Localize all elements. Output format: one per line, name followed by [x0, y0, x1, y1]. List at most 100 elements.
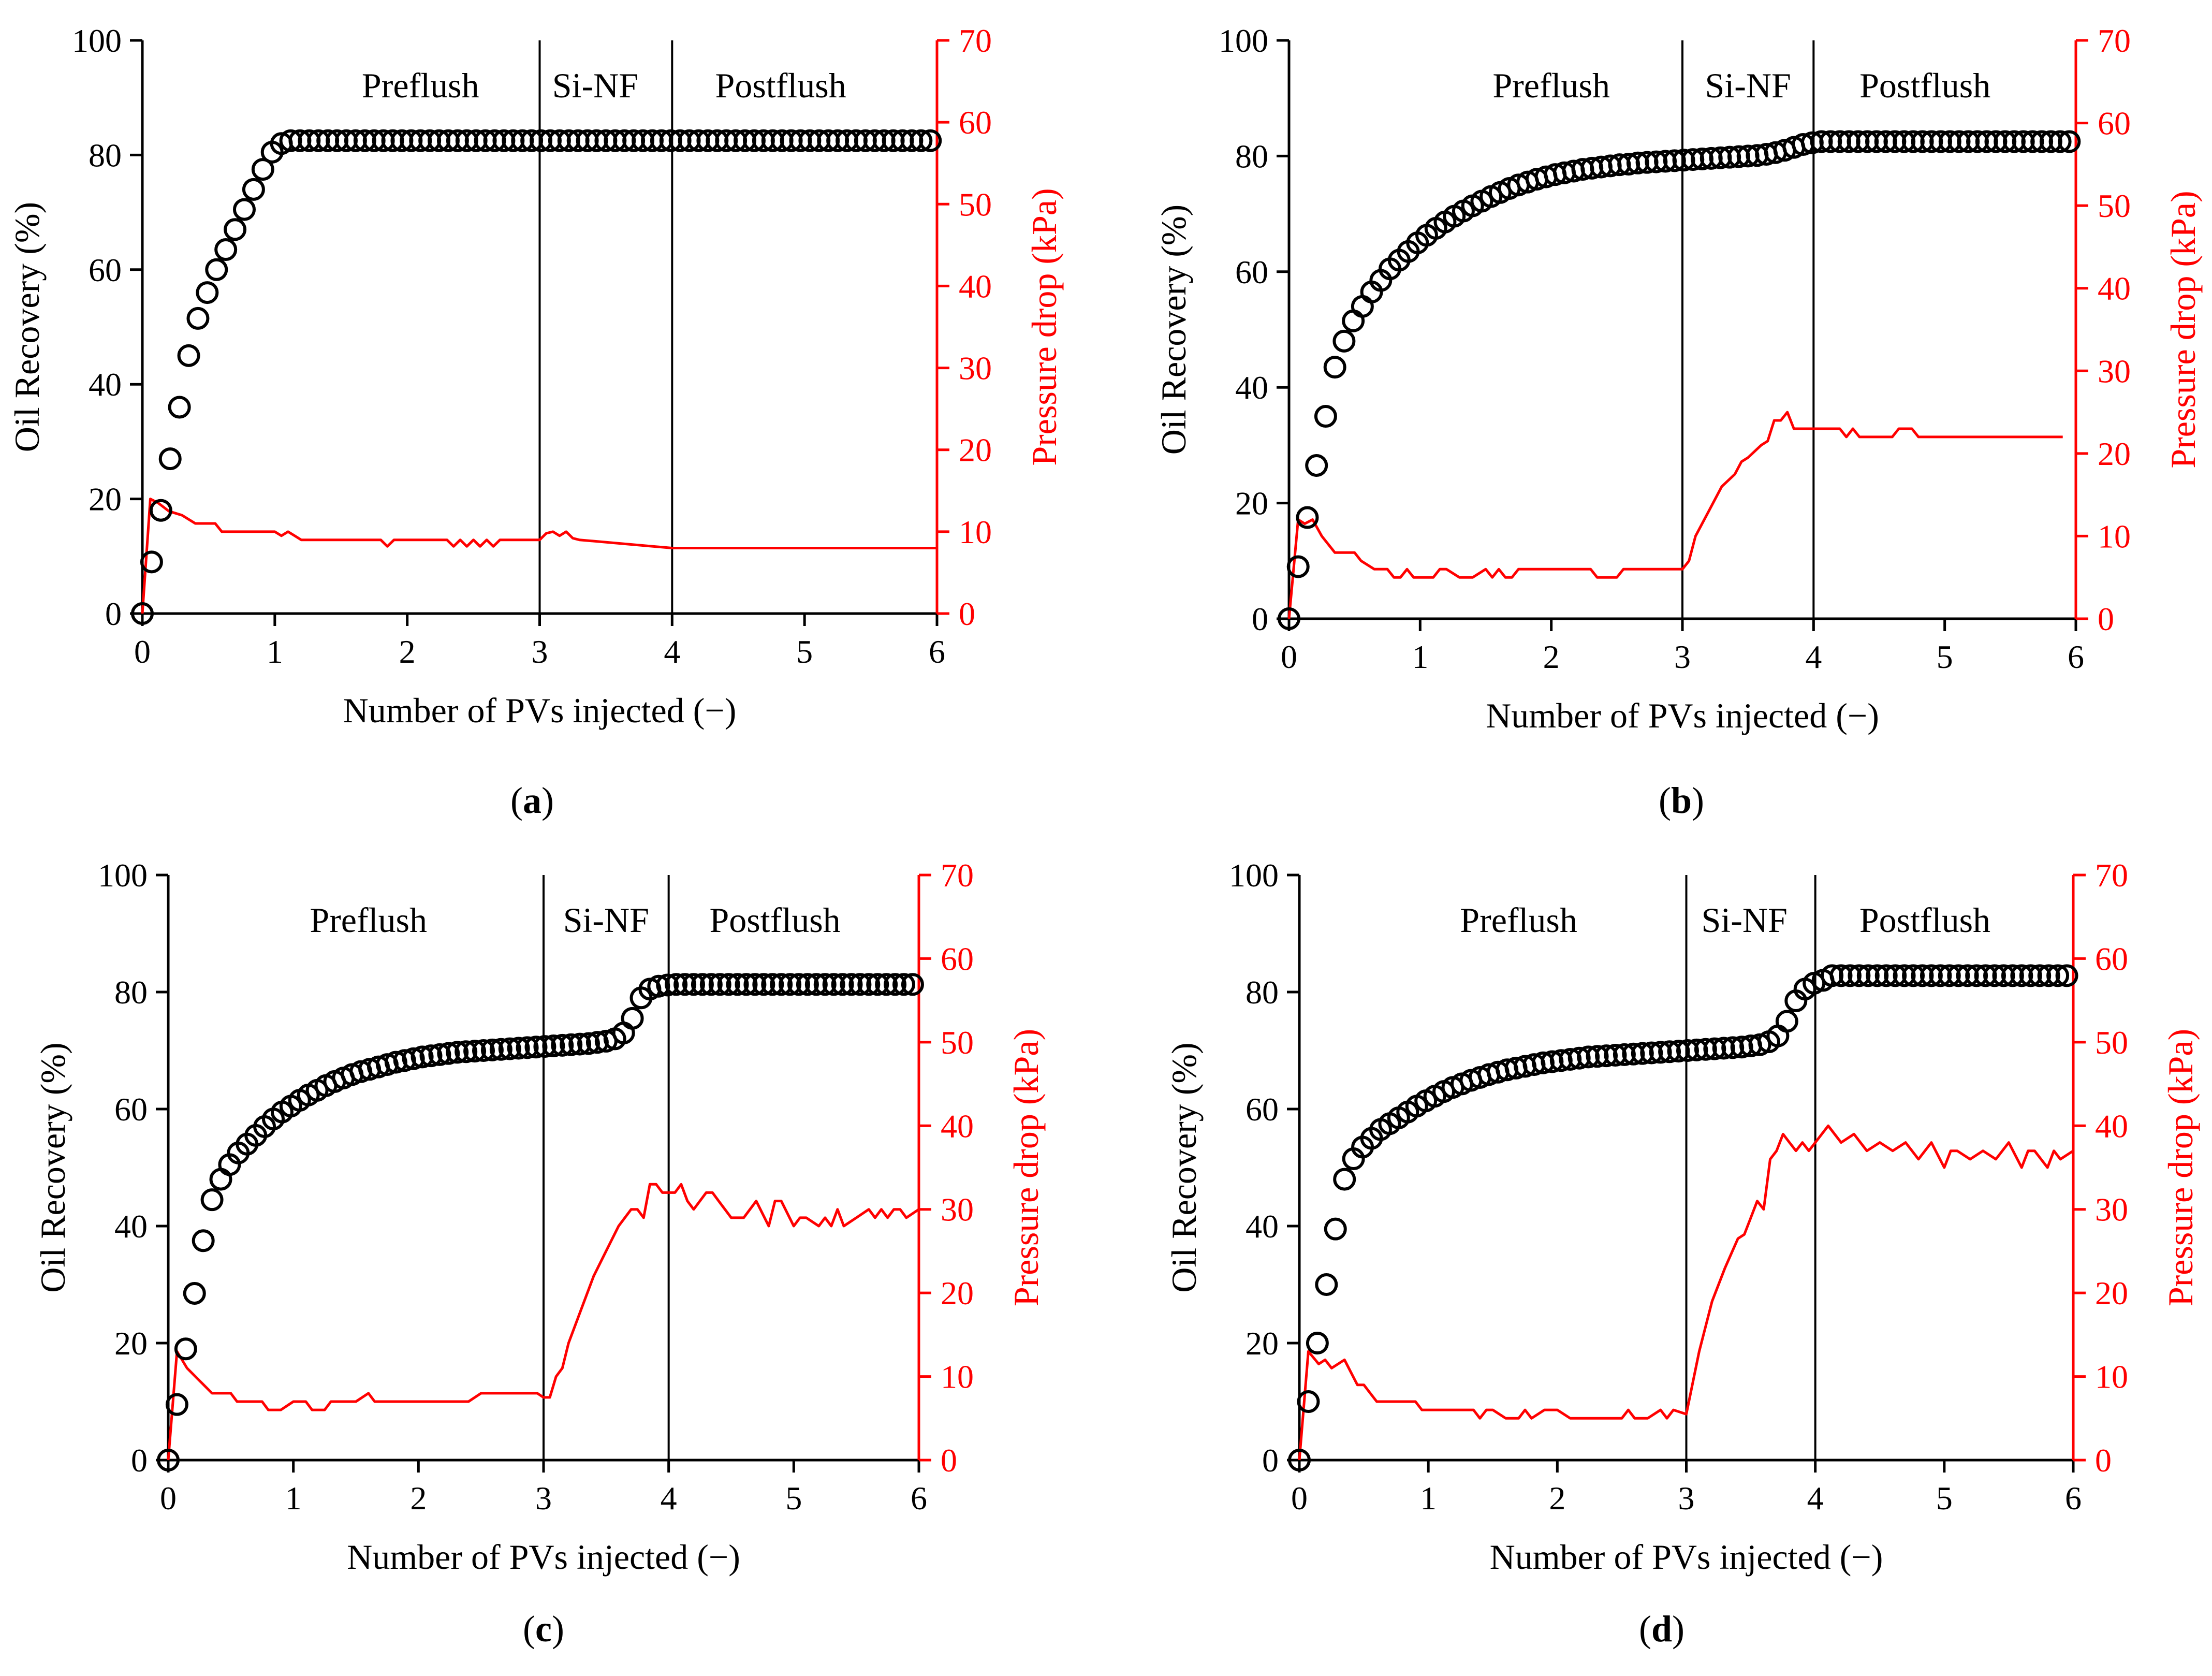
panel-a: 0 1 2 3 4 5 6020406080100010203040506070Number…	[7, 22, 1064, 821]
recovery-data-point	[1288, 1449, 1311, 1471]
recovery-data-point	[437, 1042, 460, 1065]
y2-tick-label: 70	[2098, 22, 2131, 59]
recovery-data-point	[1323, 356, 1346, 379]
y2-tick-label: 40	[959, 268, 992, 304]
recovery-data-point	[822, 973, 845, 996]
recovery-data-point	[577, 1032, 600, 1055]
y2-tick-label: 10	[2098, 518, 2131, 555]
recovery-data-point	[446, 1041, 469, 1064]
recovery-data-point	[1838, 964, 1862, 987]
y2-axis-label: Pressure drop (kPa)	[1006, 1029, 1046, 1306]
y-axis-label: Oil Recovery (%)	[7, 202, 47, 452]
y-tick-label: 0	[131, 1442, 148, 1479]
y-tick-label: 20	[89, 481, 122, 518]
y-tick-label: 100	[1229, 857, 1279, 894]
recovery-data-point	[787, 973, 810, 996]
y2-tick-label: 0	[959, 595, 975, 632]
recovery-data-point	[1866, 964, 1889, 987]
x-tick-label: 6	[929, 633, 945, 670]
recovery-data-point	[1884, 964, 1907, 987]
recovery-data-point	[533, 1035, 556, 1058]
recovery-data-point	[779, 973, 802, 996]
recovery-data-point	[884, 973, 907, 996]
y-tick-label: 0	[105, 595, 122, 632]
recovery-data-point	[1856, 964, 1880, 987]
y2-tick-label: 30	[941, 1191, 974, 1228]
recovery-data-point	[673, 973, 697, 996]
y-tick-label: 100	[1219, 22, 1268, 59]
recovery-data-point	[665, 973, 688, 996]
recovery-data-point	[1938, 964, 1961, 987]
pressure-series-line	[1298, 1124, 2074, 1461]
y-tick-label: 40	[89, 366, 122, 403]
recovery-data-point	[910, 129, 933, 152]
recovery-data-point	[2028, 964, 2052, 987]
x-tick-label: 4	[1807, 1480, 1824, 1517]
y-tick-label: 40	[1246, 1208, 1279, 1245]
recovery-data-point	[2010, 964, 2033, 987]
recovery-data-point	[411, 1045, 434, 1069]
recovery-data-point	[472, 1039, 495, 1062]
recovery-data-point	[551, 1033, 574, 1057]
x-tick-label: 0	[134, 633, 151, 670]
x-axis-label: Number of PVs injected (−)	[1486, 696, 1879, 735]
recovery-data-point	[699, 973, 723, 996]
recovery-data-point	[1829, 964, 1853, 987]
panel-b: 0 1 2 3 4 5 6020406080100010203040506070Number…	[1154, 22, 2203, 821]
recovery-data-point	[1332, 329, 1356, 353]
y2-axis-label: Pressure drop (kPa)	[1024, 188, 1064, 465]
x-axis-label: Number of PVs injected (−)	[343, 691, 737, 730]
recovery-data-point	[186, 307, 210, 330]
y-tick-label: 80	[1235, 138, 1268, 174]
y2-tick-label: 40	[2098, 270, 2131, 307]
recovery-data-point	[1911, 964, 1934, 987]
recovery-data-point	[866, 973, 889, 996]
y-tick-label: 60	[1235, 254, 1268, 290]
recovery-data-point	[2037, 964, 2060, 987]
recovery-data-point	[251, 158, 274, 181]
pressure-series-line	[141, 498, 937, 614]
phase-label: Postflush	[1859, 900, 1990, 940]
panel-c: 0 1 2 3 4 5 6020406080100010203040506070Number…	[33, 857, 1046, 1650]
recovery-data-point	[1992, 964, 2015, 987]
x-tick-label: 5	[785, 1480, 802, 1517]
recovery-data-point	[419, 1044, 443, 1068]
panel-d: 0 1 2 3 4 5 6020406080100010203040506070Number…	[1164, 857, 2200, 1650]
x-tick-label: 3	[1678, 1480, 1695, 1517]
phase-label: Preflush	[362, 66, 479, 105]
panel-letter: c	[535, 1608, 552, 1650]
y-axis-label: Oil Recovery (%)	[33, 1042, 72, 1292]
recovery-data-point	[726, 973, 749, 996]
recovery-data-point	[1305, 454, 1328, 477]
y2-axis-label: Pressure drop (kPa)	[2163, 191, 2203, 468]
y2-tick-label: 30	[2095, 1191, 2128, 1228]
recovery-data-point	[2046, 964, 2070, 987]
y-tick-label: 80	[1246, 974, 1279, 1011]
x-tick-label: 3	[1674, 638, 1691, 675]
y2-tick-label: 40	[941, 1107, 974, 1144]
recovery-data-point	[2058, 130, 2081, 153]
phase-label: Preflush	[1460, 900, 1577, 940]
phase-label: Preflush	[310, 900, 427, 940]
y-tick-label: 80	[114, 974, 148, 1011]
recovery-data-point	[516, 1036, 539, 1059]
recovery-data-point	[560, 1033, 583, 1056]
recovery-data-point	[735, 973, 758, 996]
recovery-data-point	[568, 1032, 592, 1056]
recovery-data-point	[691, 973, 714, 996]
x-tick-label: 4	[661, 1480, 677, 1517]
x-tick-label: 2	[1549, 1480, 1565, 1517]
recovery-data-point	[875, 973, 898, 996]
recovery-data-point	[1296, 506, 1319, 529]
y-tick-label: 60	[114, 1091, 148, 1128]
panel-label: (a)	[510, 780, 554, 821]
y2-tick-label: 60	[2095, 940, 2128, 977]
x-tick-label: 0	[1281, 638, 1297, 675]
y2-tick-label: 30	[959, 350, 992, 387]
recovery-data-point	[174, 1337, 197, 1361]
y-tick-label: 100	[98, 857, 148, 894]
recovery-data-point	[1315, 1273, 1338, 1296]
recovery-data-point	[480, 1038, 504, 1061]
y-tick-label: 20	[114, 1325, 148, 1362]
recovery-data-point	[1333, 1168, 1356, 1191]
